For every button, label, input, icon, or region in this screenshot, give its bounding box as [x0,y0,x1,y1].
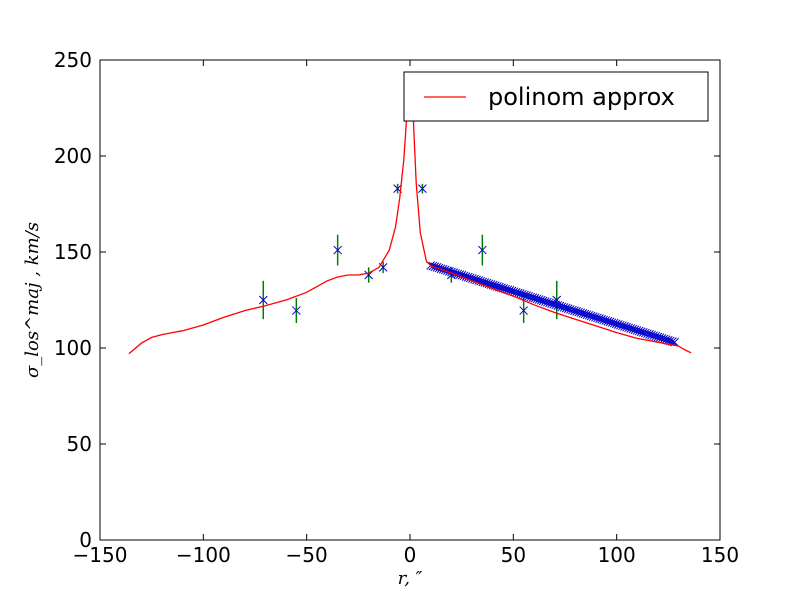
data-point [258,295,268,305]
x-tick-label: 50 [501,543,526,567]
plot-area [128,73,692,355]
legend-label: polinom approx [488,83,675,111]
data-point [418,184,427,193]
x-axis-label: r, ″ [398,568,423,589]
data-point [477,245,487,255]
y-tick-label: 50 [67,432,92,456]
x-tick-label: −150 [73,543,128,567]
plot-frame [99,59,721,541]
x-tick-label: 150 [701,543,739,567]
y-tick-label: 100 [54,336,92,360]
y-tick-label: 0 [79,528,92,552]
y-axis-label: σ_los^maj , km/s [22,222,43,378]
data-point [519,306,529,315]
x-tick-label: 0 [404,543,417,567]
y-tick-label: 150 [54,240,92,264]
y-tick-label: 200 [54,144,92,168]
axis-ticks: −150 −100 −50 0 50 100 150 0 50 100 150 200 250 [54,48,739,567]
y-tick-label: 250 [54,48,92,72]
plot-content [128,73,692,355]
data-point [291,306,301,315]
x-tick-label: −100 [176,543,231,567]
axes-frame [99,59,721,541]
x-tick-label: −50 [286,543,328,567]
data-point [552,295,562,305]
data-point [333,245,343,255]
legend: polinom approx [403,71,709,122]
x-tick-label: 100 [598,543,636,567]
